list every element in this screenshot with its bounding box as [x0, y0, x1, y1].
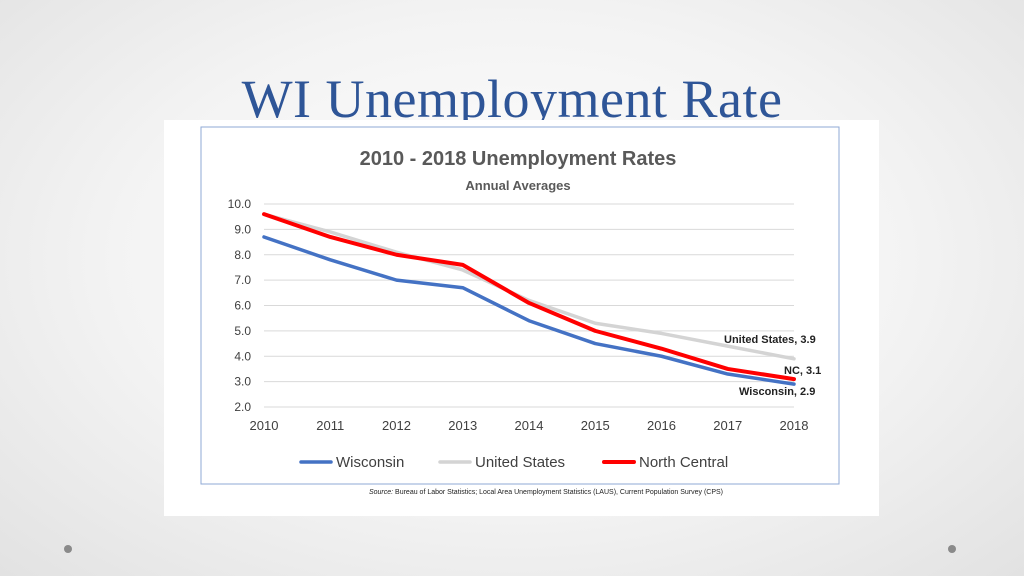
y-tick-label: 9.0: [234, 222, 251, 236]
series-end-labels: United States, 3.9 NC, 3.1 Wisconsin, 2.9: [724, 334, 821, 398]
y-axis-ticks: 2.0 3.0 4.0 5.0 6.0 7.0 8.0 9.0 10.0: [228, 197, 252, 414]
unemployment-line-chart: 2010 - 2018 Unemployment Rates Annual Av…: [200, 126, 840, 485]
y-tick-label: 4.0: [234, 349, 251, 363]
x-tick-label: 2011: [316, 418, 344, 433]
chart-subtitle: Annual Averages: [465, 178, 570, 193]
x-tick-label: 2018: [780, 418, 809, 433]
gridlines: [264, 203, 794, 408]
slide-title: WI Unemployment Rate: [241, 69, 783, 120]
x-tick-label: 2012: [382, 418, 411, 433]
y-tick-label: 6.0: [234, 299, 251, 313]
slide-decor-dot-left: [64, 545, 72, 553]
legend-label: North Central: [639, 454, 728, 471]
y-tick-label: 8.0: [234, 248, 251, 262]
end-label: NC, 3.1: [784, 365, 821, 377]
y-tick-label: 10.0: [228, 197, 252, 211]
x-tick-label: 2016: [647, 418, 676, 433]
y-tick-label: 7.0: [234, 273, 251, 287]
x-tick-label: 2013: [448, 418, 477, 433]
chart-title: 2010 - 2018 Unemployment Rates: [360, 148, 677, 170]
legend-label: United States: [475, 454, 565, 471]
source-note: Source: Bureau of Labor Statistics; Loca…: [216, 489, 876, 496]
y-tick-label: 5.0: [234, 324, 251, 338]
slide-decor-dot-right: [948, 545, 956, 553]
x-tick-label: 2015: [581, 418, 610, 433]
x-tick-label: 2010: [250, 418, 279, 433]
y-tick-label: 2.0: [234, 400, 251, 414]
y-tick-label: 3.0: [234, 375, 251, 389]
legend: Wisconsin United States North Central: [299, 454, 728, 471]
legend-label: Wisconsin: [336, 454, 404, 471]
x-axis-ticks: 2010 2011 2012 2013 2014 2015 2016 2017 2018: [250, 418, 809, 433]
end-label: United States, 3.9: [724, 334, 816, 346]
source-text: Bureau of Labor Statistics; Local Area U…: [393, 489, 724, 496]
end-label: Wisconsin, 2.9: [739, 386, 815, 398]
x-tick-label: 2014: [515, 418, 544, 433]
chart-panel: 2010 - 2018 Unemployment Rates Annual Av…: [164, 120, 879, 516]
x-tick-label: 2017: [713, 418, 742, 433]
source-label: Source:: [368, 489, 394, 496]
series-lines: [262, 212, 796, 386]
